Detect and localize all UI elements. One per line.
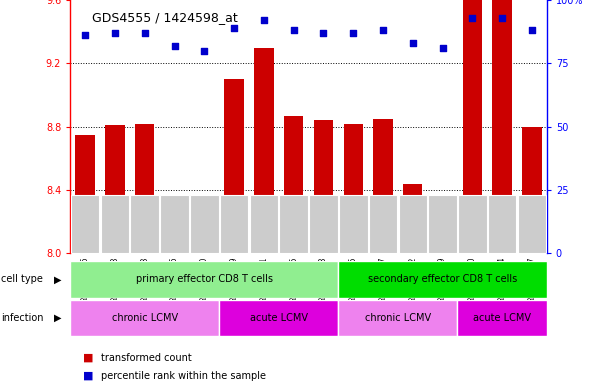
Bar	[165, 198, 184, 253]
Bar	[76, 135, 95, 253]
Bar	[70, 261, 338, 298]
Text: cell type: cell type	[1, 274, 43, 285]
Bar	[130, 195, 159, 253]
Text: chronic LCMV: chronic LCMV	[365, 313, 431, 323]
Point	[140, 30, 150, 36]
Text: secondary effector CD8 T cells: secondary effector CD8 T cells	[368, 274, 518, 285]
Bar	[492, 0, 512, 253]
Bar	[314, 121, 333, 253]
Bar	[463, 0, 482, 253]
Point	[259, 17, 269, 23]
Point	[437, 45, 447, 51]
Bar	[488, 195, 516, 253]
Bar	[522, 127, 541, 253]
Bar	[458, 300, 547, 336]
Point	[170, 43, 180, 49]
Bar	[518, 195, 546, 253]
Bar	[458, 195, 487, 253]
Bar	[339, 195, 368, 253]
Point	[199, 48, 209, 54]
Bar	[403, 184, 422, 253]
Bar	[249, 195, 278, 253]
Bar	[284, 116, 303, 253]
Text: ▶: ▶	[54, 274, 61, 285]
Text: GDS4555 / 1424598_at: GDS4555 / 1424598_at	[92, 12, 238, 25]
Text: acute LCMV: acute LCMV	[473, 313, 531, 323]
Bar	[398, 195, 427, 253]
Bar	[160, 195, 189, 253]
Bar	[105, 125, 125, 253]
Text: transformed count: transformed count	[101, 353, 192, 363]
Bar	[368, 195, 397, 253]
Text: percentile rank within the sample: percentile rank within the sample	[101, 371, 266, 381]
Bar	[71, 195, 100, 253]
Text: infection: infection	[1, 313, 44, 323]
Text: ■: ■	[82, 353, 93, 363]
Point	[229, 25, 239, 31]
Point	[497, 15, 507, 21]
Text: acute LCMV: acute LCMV	[250, 313, 308, 323]
Bar	[373, 119, 393, 253]
Bar	[224, 79, 244, 253]
Bar	[428, 195, 457, 253]
Bar	[101, 195, 130, 253]
Point	[527, 27, 537, 33]
Bar	[338, 261, 547, 298]
Text: ▶: ▶	[54, 313, 61, 323]
Bar	[219, 300, 338, 336]
Point	[378, 27, 388, 33]
Bar	[309, 195, 338, 253]
Bar	[433, 206, 452, 253]
Text: ■: ■	[82, 371, 93, 381]
Point	[110, 30, 120, 36]
Point	[318, 30, 328, 36]
Bar	[220, 195, 249, 253]
Point	[289, 27, 299, 33]
Point	[348, 30, 358, 36]
Bar	[254, 48, 274, 253]
Bar	[343, 124, 363, 253]
Point	[408, 40, 418, 46]
Bar	[279, 195, 308, 253]
Bar	[338, 300, 458, 336]
Point	[80, 32, 90, 38]
Bar	[195, 211, 214, 253]
Bar	[190, 195, 219, 253]
Text: chronic LCMV: chronic LCMV	[112, 313, 178, 323]
Bar	[135, 124, 155, 253]
Text: primary effector CD8 T cells: primary effector CD8 T cells	[136, 274, 273, 285]
Bar	[70, 300, 219, 336]
Point	[467, 15, 477, 21]
